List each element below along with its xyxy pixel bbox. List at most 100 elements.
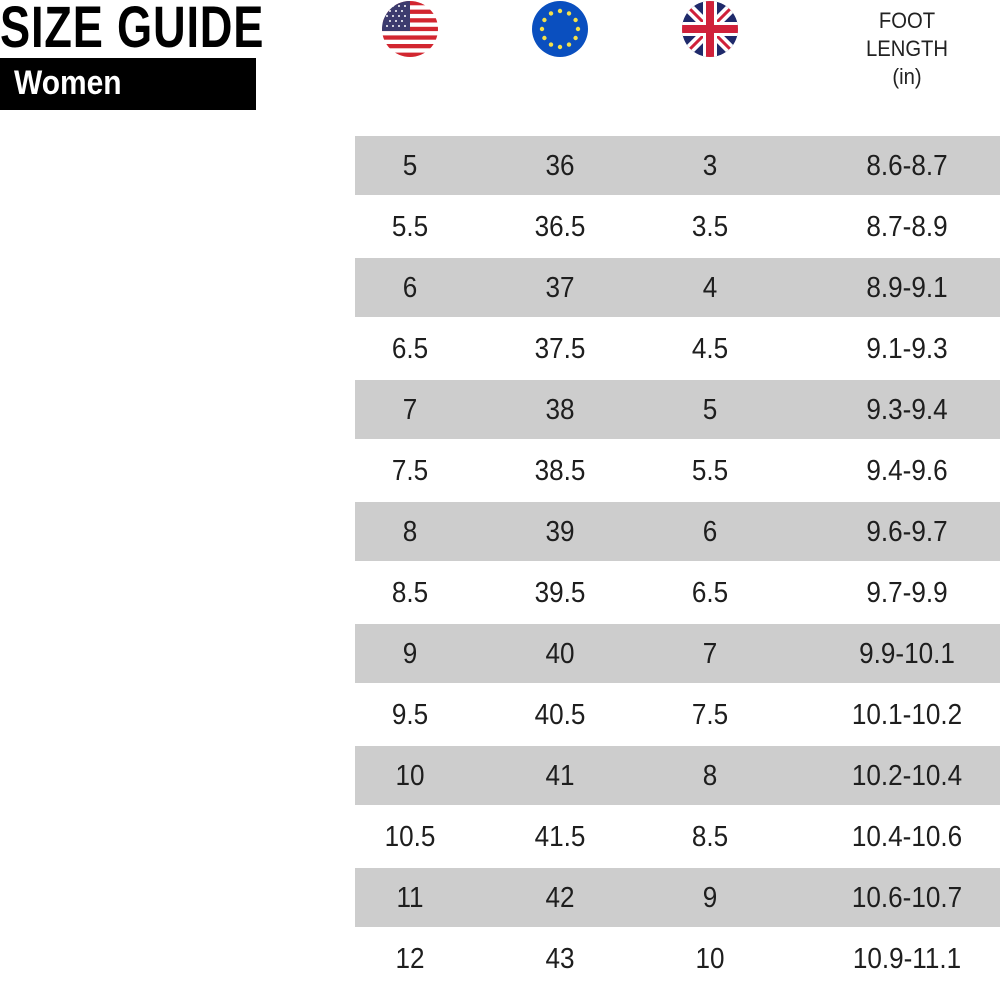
us-size-cell: 6 — [402, 272, 418, 304]
eu-size-cell: 36 — [545, 150, 575, 182]
uk-size-cell: 6.5 — [691, 577, 729, 609]
eu-size-cell: 38.5 — [534, 455, 586, 487]
foot-length-cell: 9.1-9.3 — [866, 333, 948, 365]
row-background — [355, 868, 1000, 927]
table-row: 12 43 10 10.9-11.1 — [355, 929, 1000, 990]
us-size-cell: 8 — [402, 516, 418, 548]
foot-length-cell: 10.6-10.7 — [851, 882, 963, 914]
us-size-cell: 10 — [395, 760, 425, 792]
category-badge: Women — [0, 58, 256, 110]
header-line: FOOT — [878, 8, 936, 33]
eu-size-cell: 42 — [545, 882, 575, 914]
us-size-cell: 7.5 — [391, 455, 429, 487]
foot-length-cell: 10.9-11.1 — [852, 943, 962, 975]
us-size-cell: 5.5 — [391, 211, 429, 243]
table-row: 7 38 5 9.3-9.4 — [355, 380, 1000, 441]
table-row: 11 42 9 10.6-10.7 — [355, 868, 1000, 929]
uk-size-cell: 5 — [702, 394, 718, 426]
us-size-cell: 6.5 — [391, 333, 429, 365]
uk-size-cell: 9 — [702, 882, 718, 914]
eu-size-cell: 36.5 — [534, 211, 586, 243]
foot-length-header: FOOT LENGTH (in) — [861, 7, 953, 91]
table-row: 5 36 3 8.6-8.7 — [355, 136, 1000, 197]
table-row: 10.5 41.5 8.5 10.4-10.6 — [355, 807, 1000, 868]
row-background — [355, 136, 1000, 195]
uk-size-cell: 10 — [695, 943, 725, 975]
star-icon — [575, 26, 581, 32]
us-size-cell: 8.5 — [391, 577, 429, 609]
row-background — [355, 624, 1000, 683]
table-row: 10 41 8 10.2-10.4 — [355, 746, 1000, 807]
star-icon — [542, 35, 547, 41]
uk-flag-icon — [682, 1, 738, 57]
table-row: 5.5 36.5 3.5 8.7-8.9 — [355, 197, 1000, 258]
us-size-cell: 10.5 — [384, 821, 436, 853]
foot-length-cell: 9.7-9.9 — [866, 577, 948, 609]
uk-size-cell: 3.5 — [691, 211, 729, 243]
page-title: SIZE GUIDE — [0, 0, 265, 60]
star-icon — [539, 26, 545, 32]
eu-size-cell: 41.5 — [534, 821, 586, 853]
star-icon — [542, 17, 547, 23]
uk-size-cell: 3 — [702, 150, 718, 182]
uk-size-cell: 8 — [702, 760, 718, 792]
eu-size-cell: 40 — [545, 638, 575, 670]
table-row: 9.5 40.5 7.5 10.1-10.2 — [355, 685, 1000, 746]
table-row: 8.5 39.5 6.5 9.7-9.9 — [355, 563, 1000, 624]
us-flag-icon — [382, 1, 438, 57]
star-icon — [548, 11, 554, 16]
us-size-cell: 5 — [402, 150, 418, 182]
foot-length-cell: 9.9-10.1 — [859, 638, 955, 670]
foot-length-cell: 10.1-10.2 — [851, 699, 963, 731]
uk-size-cell: 4.5 — [691, 333, 729, 365]
star-icon — [573, 17, 578, 23]
eu-size-cell: 38 — [545, 394, 575, 426]
foot-length-cell: 9.6-9.7 — [866, 516, 948, 548]
table-row: 6 37 4 8.9-9.1 — [355, 258, 1000, 319]
us-size-cell: 12 — [395, 943, 425, 975]
eu-size-cell: 43 — [545, 943, 575, 975]
star-icon — [573, 35, 578, 41]
uk-size-cell: 4 — [702, 272, 718, 304]
table-row: 7.5 38.5 5.5 9.4-9.6 — [355, 441, 1000, 502]
uk-size-cell: 7.5 — [691, 699, 729, 731]
eu-size-cell: 41 — [545, 760, 575, 792]
eu-size-cell: 40.5 — [534, 699, 586, 731]
foot-length-cell: 9.3-9.4 — [866, 394, 948, 426]
eu-size-cell: 37 — [545, 272, 575, 304]
table-row: 8 39 6 9.6-9.7 — [355, 502, 1000, 563]
foot-length-cell: 8.7-8.9 — [866, 211, 948, 243]
foot-length-cell: 10.4-10.6 — [851, 821, 963, 853]
row-background — [355, 258, 1000, 317]
foot-length-cell: 8.9-9.1 — [866, 272, 948, 304]
star-icon — [548, 42, 554, 47]
uk-size-cell: 7 — [702, 638, 718, 670]
us-size-cell: 11 — [396, 882, 424, 914]
category-label: Women — [14, 64, 122, 102]
foot-length-cell: 10.2-10.4 — [851, 760, 963, 792]
foot-length-cell: 8.6-8.7 — [866, 150, 948, 182]
header-line: LENGTH — [865, 36, 949, 61]
row-background — [355, 746, 1000, 805]
table-row: 6.5 37.5 4.5 9.1-9.3 — [355, 319, 1000, 380]
uk-size-cell: 8.5 — [691, 821, 729, 853]
eu-size-cell: 39.5 — [534, 577, 586, 609]
size-table: 5 36 3 8.6-8.7 5.5 36.5 3.5 8.7-8.9 6 37 4 8.9-9.1 6… — [355, 136, 1000, 990]
star-icon — [566, 11, 572, 16]
foot-length-cell: 9.4-9.6 — [866, 455, 948, 487]
us-size-cell: 7 — [402, 394, 418, 426]
row-background — [355, 502, 1000, 561]
uk-size-cell: 5.5 — [691, 455, 729, 487]
star-icon — [557, 44, 563, 50]
header-line: (in) — [892, 64, 922, 89]
star-icon — [566, 42, 572, 47]
eu-size-cell: 37.5 — [534, 333, 586, 365]
table-row: 9 40 7 9.9-10.1 — [355, 624, 1000, 685]
uk-size-cell: 6 — [702, 516, 718, 548]
row-background — [355, 380, 1000, 439]
us-size-cell: 9 — [402, 638, 418, 670]
us-size-cell: 9.5 — [391, 699, 429, 731]
eu-size-cell: 39 — [545, 516, 575, 548]
star-icon — [557, 8, 563, 14]
eu-flag-icon — [532, 1, 588, 57]
